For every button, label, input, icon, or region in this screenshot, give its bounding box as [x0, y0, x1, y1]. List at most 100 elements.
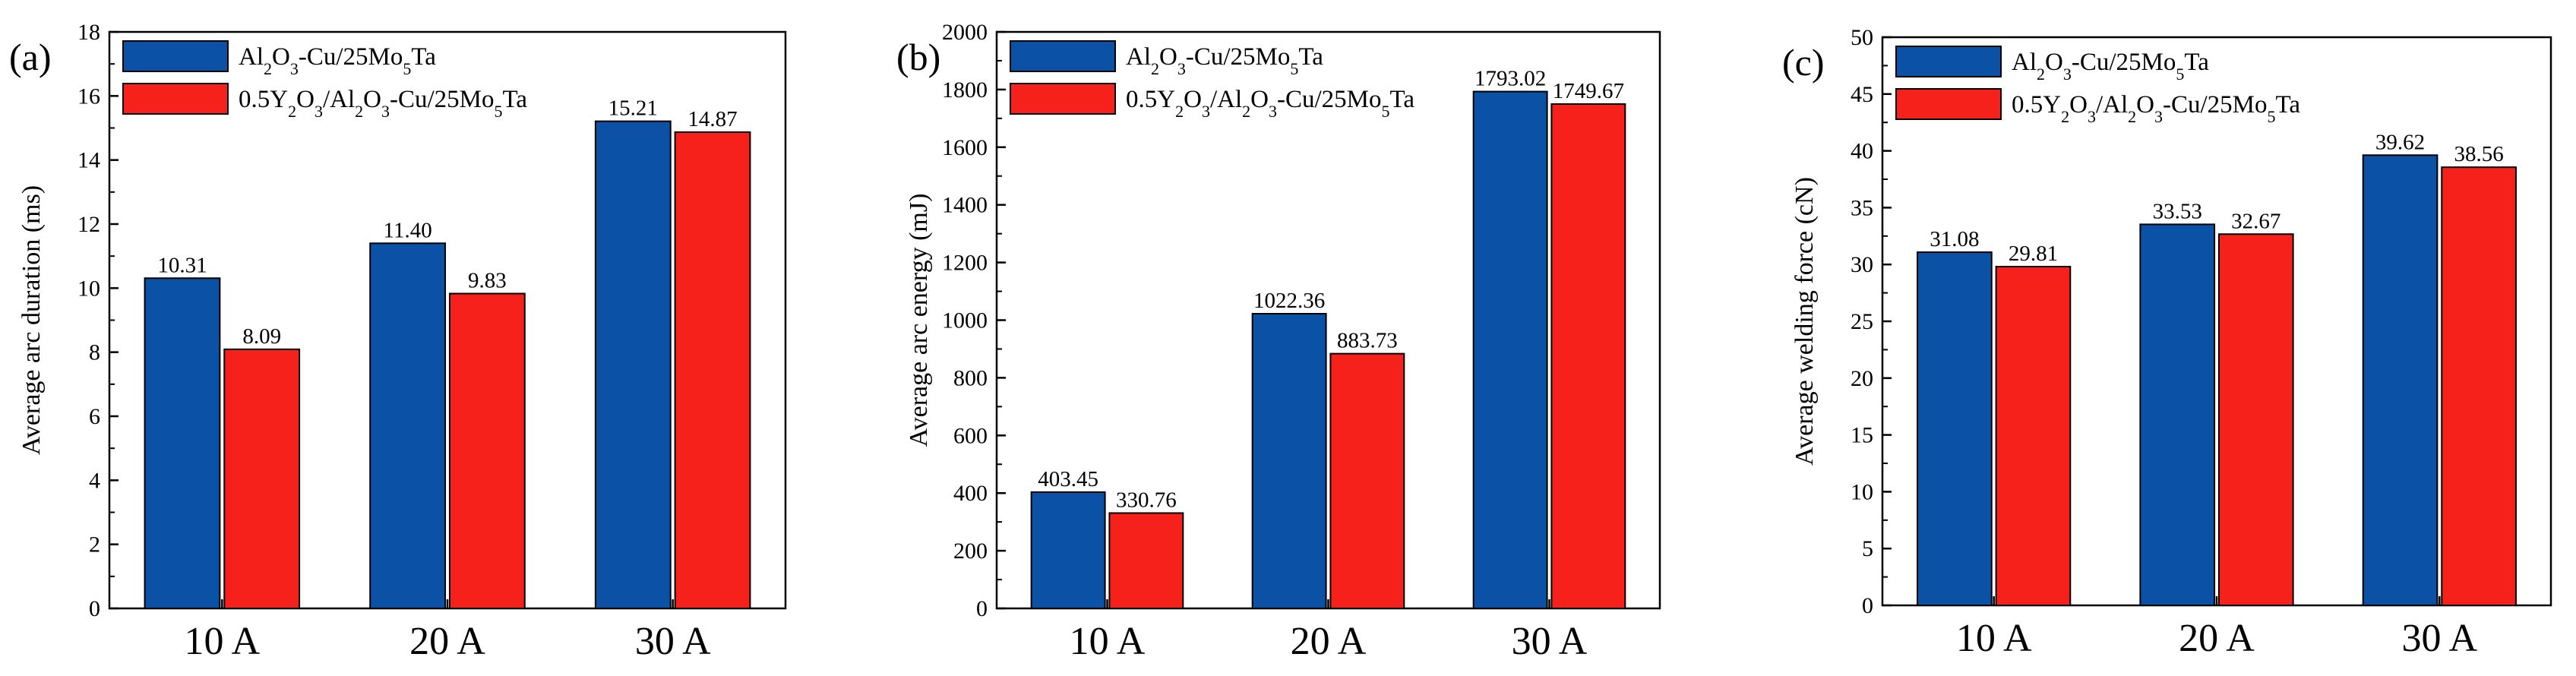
x-category-label: 20 A: [1291, 620, 1367, 663]
panel-label: (a): [9, 36, 52, 78]
x-category-label: 10 A: [1956, 617, 2032, 660]
bar-value-label: 29.81: [2009, 242, 2058, 266]
legend-label-1: Al2O3-Cu/25Mo5Ta: [239, 43, 436, 78]
y-tick-label: 10: [1851, 479, 1873, 504]
y-tick-label: 1800: [942, 77, 988, 103]
y-tick-label: 200: [953, 539, 988, 564]
y-tick-label: 0: [89, 596, 100, 621]
y-tick-label: 1600: [942, 135, 988, 160]
bar-series-2: [1995, 266, 2072, 606]
bar-value-label: 1793.02: [1474, 67, 1546, 91]
panel-label: (c): [1782, 41, 1825, 84]
legend-swatch-2: [1010, 83, 1116, 115]
bar-series-1: [369, 242, 447, 609]
panel-label: (b): [896, 36, 940, 78]
y-tick-label: 10: [77, 276, 100, 301]
y-axis-title: Average arc energy (mJ): [905, 194, 933, 447]
y-tick-label: 8: [89, 340, 100, 365]
y-tick-label: 400: [953, 481, 988, 506]
legend-label-2: 0.5Y2O3/Al2O3-Cu/25Mo5Ta: [239, 86, 527, 121]
y-tick-label: 16: [77, 84, 100, 109]
y-tick-label: 1400: [942, 193, 988, 218]
y-tick-label: 6: [89, 404, 100, 429]
chart-panel-3: 0 5 10 15 20 25 30 35 40 45 50 Average welding forc…: [1782, 25, 2552, 660]
legend-label-2: 0.5Y2O3/Al2O3-Cu/25Mo5Ta: [2012, 91, 2300, 126]
y-tick-label: 0: [1862, 593, 1873, 618]
bar-series-2: [223, 348, 301, 609]
chart-panel-1: 0 2 4 6 8 10 12 14 16 18 Average arc duration (ms)…: [9, 20, 787, 663]
bar-series-2: [2441, 166, 2517, 606]
y-tick-label: 1200: [942, 251, 988, 276]
bar-series-1: [2139, 223, 2216, 606]
bar-value-label: 32.67: [2231, 209, 2280, 233]
bar-series-1: [144, 277, 221, 609]
x-category-label: 20 A: [2179, 617, 2255, 660]
y-tick-label: 25: [1851, 309, 1873, 334]
y-tick-label: 2: [89, 532, 100, 558]
x-category-label: 30 A: [2401, 617, 2477, 660]
bar-series-1: [1472, 90, 1548, 610]
bar-series-1: [1917, 251, 1993, 606]
legend: Al2O3-Cu/25Mo5Ta 0.5Y2O3/Al2O3-Cu/25Mo5Ta: [122, 40, 527, 121]
bar-value-label: 15.21: [608, 96, 658, 121]
y-tick-label: 20: [1851, 366, 1873, 391]
y-tick-label: 4: [89, 468, 100, 493]
y-tick-label: 35: [1851, 195, 1873, 220]
bar-series-2: [1108, 512, 1184, 609]
y-axis-title: Average arc duration (ms): [17, 185, 46, 455]
bar-value-label: 14.87: [687, 107, 737, 131]
bar-value-label: 38.56: [2454, 142, 2503, 166]
legend: Al2O3-Cu/25Mo5Ta 0.5Y2O3/Al2O3-Cu/25Mo5Ta: [1895, 46, 2300, 126]
bar-value-label: 9.83: [468, 269, 507, 293]
legend-swatch-2: [1895, 88, 2002, 120]
y-tick-label: 5: [1862, 536, 1873, 561]
y-tick-label: 50: [1851, 25, 1873, 50]
bar-value-label: 31.08: [1930, 227, 1979, 251]
bar-series-2: [448, 292, 526, 609]
x-category-label: 20 A: [409, 620, 485, 663]
y-tick-label: 30: [1851, 252, 1873, 277]
chart-panel-2: 0 200 400 600 800 1000 1200 1400 1600 1800 2000 Ave…: [896, 20, 1661, 663]
legend-label-1: Al2O3-Cu/25Mo5Ta: [1126, 43, 1323, 78]
x-category-label: 30 A: [1512, 620, 1588, 663]
y-tick-label: 14: [77, 148, 100, 173]
bar-value-label: 39.62: [2375, 130, 2425, 154]
bar-series-1: [594, 120, 672, 609]
y-tick-label: 12: [77, 212, 100, 237]
bar-series-2: [674, 131, 751, 609]
bar-value-label: 1022.36: [1253, 289, 1325, 313]
y-tick-label: 18: [77, 20, 100, 45]
x-category-label: 10 A: [1070, 620, 1146, 663]
legend-swatch-1: [122, 40, 229, 72]
y-tick-label: 600: [953, 423, 988, 448]
bar-series-2: [2217, 233, 2294, 606]
bar-value-label: 403.45: [1038, 467, 1098, 491]
bar-value-label: 11.40: [384, 218, 432, 242]
x-category-label: 30 A: [635, 620, 711, 663]
y-tick-label: 40: [1851, 139, 1873, 164]
bar-series-2: [1550, 103, 1626, 609]
legend-label-1: Al2O3-Cu/25Mo5Ta: [2012, 49, 2209, 84]
legend-label-2: 0.5Y2O3/Al2O3-Cu/25Mo5Ta: [1126, 86, 1414, 121]
legend: Al2O3-Cu/25Mo5Ta 0.5Y2O3/Al2O3-Cu/25Mo5Ta: [1010, 40, 1414, 121]
bar-value-label: 10.31: [157, 253, 207, 277]
legend-swatch-1: [1010, 40, 1116, 72]
x-category-label: 10 A: [184, 620, 260, 663]
bar-value-label: 883.73: [1337, 329, 1398, 353]
y-axis-title: Average welding force (cN): [1791, 177, 1819, 466]
legend-swatch-2: [122, 83, 229, 115]
bar-series-1: [1251, 313, 1327, 609]
bar-series-1: [2362, 154, 2439, 607]
bar-value-label: 33.53: [2153, 199, 2202, 223]
y-tick-label: 800: [953, 365, 988, 390]
y-tick-label: 0: [976, 596, 988, 621]
y-tick-label: 45: [1851, 82, 1873, 107]
bar-value-label: 330.76: [1116, 488, 1177, 512]
bar-value-label: 8.09: [242, 324, 281, 349]
y-tick-label: 15: [1851, 423, 1873, 448]
y-tick-label: 1000: [942, 308, 988, 333]
bar-series-2: [1329, 352, 1405, 609]
legend-swatch-1: [1895, 46, 2002, 77]
bar-value-label: 1749.67: [1553, 79, 1624, 103]
